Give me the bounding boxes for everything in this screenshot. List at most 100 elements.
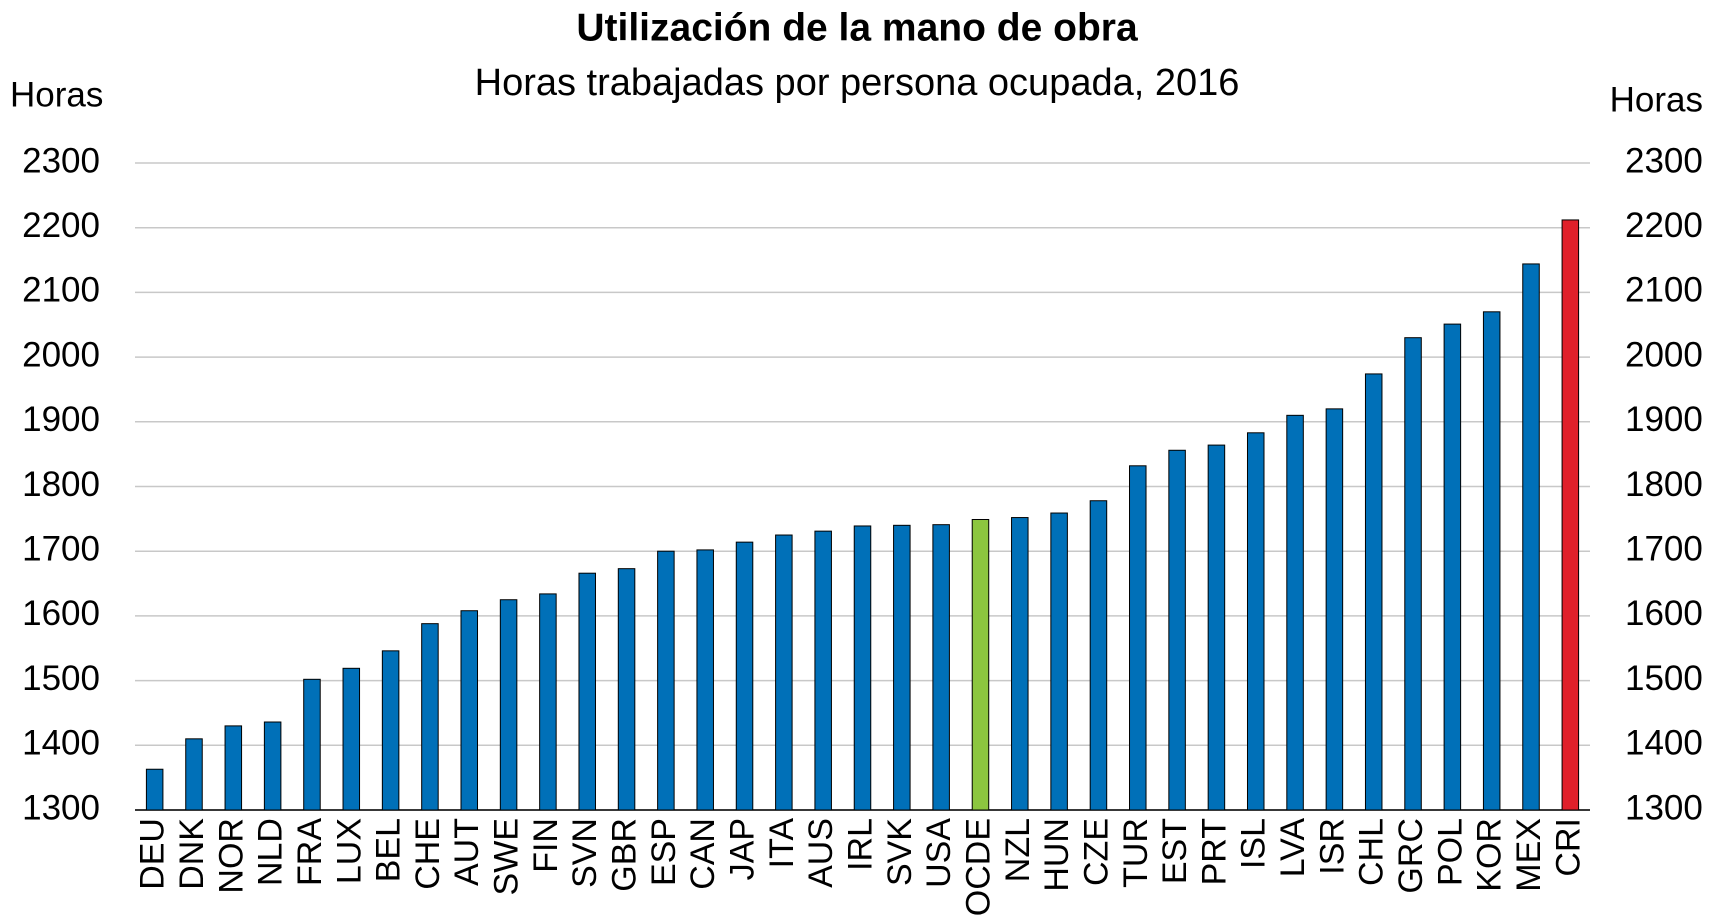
bar bbox=[1089, 500, 1108, 811]
chart-title: Utilización de la mano de obra bbox=[576, 6, 1138, 49]
x-tick-label: DEU bbox=[134, 818, 172, 890]
bar bbox=[775, 534, 793, 811]
y2-tick-label: 2000 bbox=[1625, 335, 1703, 374]
x-tick-label: CHL bbox=[1353, 818, 1391, 886]
y2-tick-label: 2200 bbox=[1625, 206, 1703, 245]
x-tick-label: AUT bbox=[448, 818, 486, 886]
x-tick-label: KOR bbox=[1471, 818, 1509, 892]
x-tick-label: USA bbox=[920, 818, 958, 888]
x-tick-label: CHE bbox=[409, 818, 447, 890]
bar bbox=[657, 550, 675, 811]
y2-tick-label: 1400 bbox=[1625, 724, 1703, 763]
bar bbox=[696, 549, 714, 811]
y2-tick-label: 1900 bbox=[1625, 400, 1703, 439]
bar bbox=[1286, 414, 1304, 811]
y-tick-label: 1700 bbox=[22, 529, 100, 568]
x-tick-label: CRI bbox=[1549, 818, 1587, 877]
x-tick-label: SVK bbox=[881, 818, 919, 886]
bar bbox=[617, 568, 636, 811]
y-tick-label: 1500 bbox=[22, 659, 100, 698]
y2-tick-label: 1700 bbox=[1625, 529, 1703, 568]
y2-tick-label: 1300 bbox=[1625, 788, 1703, 827]
x-tick-label: POL bbox=[1431, 818, 1469, 886]
bar bbox=[1246, 432, 1265, 811]
y-tick-label: 1300 bbox=[22, 788, 100, 827]
x-tick-label: NLD bbox=[252, 818, 290, 886]
y-tick-label: 2100 bbox=[22, 271, 100, 310]
y2-tick-label: 1800 bbox=[1625, 465, 1703, 504]
bar bbox=[185, 738, 203, 811]
y2-axis-label: Horas bbox=[1610, 80, 1703, 119]
x-tick-label: LUX bbox=[330, 818, 368, 884]
x-tick-label: SWE bbox=[488, 818, 526, 895]
x-tick-label: GBR bbox=[606, 818, 644, 892]
x-tick-label: EST bbox=[1156, 818, 1194, 884]
x-tick-label: HUN bbox=[1038, 818, 1076, 892]
x-tick-label: LVA bbox=[1274, 818, 1312, 878]
bar bbox=[578, 572, 596, 811]
bar bbox=[303, 678, 321, 811]
bar bbox=[224, 725, 243, 811]
x-tick-label: FIN bbox=[527, 818, 565, 873]
x-tick-label: IRL bbox=[841, 818, 879, 871]
x-tick-label: NZL bbox=[999, 818, 1037, 882]
y-tick-label: 1800 bbox=[22, 465, 100, 504]
x-tick-label: CAN bbox=[684, 818, 722, 890]
x-tick-label: AUS bbox=[802, 818, 840, 888]
y-tick-label: 1900 bbox=[22, 400, 100, 439]
x-tick-label: NOR bbox=[212, 818, 250, 894]
bar bbox=[381, 650, 400, 811]
bar bbox=[814, 530, 832, 811]
x-tick-label: OCDE bbox=[959, 818, 997, 916]
bar bbox=[1129, 465, 1147, 811]
x-tick-label: TUR bbox=[1117, 818, 1155, 888]
chart-subtitle: Horas trabajadas por persona ocupada, 20… bbox=[475, 62, 1240, 104]
y2-tick-label: 2300 bbox=[1625, 141, 1703, 180]
x-tick-label: FRA bbox=[291, 818, 329, 886]
y-tick-label: 2000 bbox=[22, 335, 100, 374]
x-tick-label: GRC bbox=[1392, 818, 1430, 894]
bar bbox=[971, 518, 990, 811]
x-tick-label: BEL bbox=[370, 818, 408, 882]
y-tick-label: 2200 bbox=[22, 206, 100, 245]
bar bbox=[853, 525, 872, 811]
y2-tick-label: 1500 bbox=[1625, 659, 1703, 698]
x-tick-label: CZE bbox=[1077, 818, 1115, 886]
y2-tick-label: 2100 bbox=[1625, 271, 1703, 310]
x-tick-label: ESP bbox=[645, 818, 683, 886]
x-tick-label: JAP bbox=[724, 818, 762, 880]
bar bbox=[539, 593, 557, 811]
bar bbox=[421, 623, 439, 811]
bar bbox=[1482, 311, 1501, 811]
x-tick-label: DNK bbox=[173, 818, 211, 890]
y-axis-label: Horas bbox=[10, 75, 103, 114]
bar bbox=[1168, 449, 1186, 811]
y-tick-label: 1600 bbox=[22, 594, 100, 633]
y2-tick-label: 1600 bbox=[1625, 594, 1703, 633]
x-tick-label: PRT bbox=[1195, 818, 1233, 885]
x-tick-label: SVN bbox=[566, 818, 604, 888]
y-tick-label: 1400 bbox=[22, 724, 100, 763]
y-tick-label: 2300 bbox=[22, 141, 100, 180]
bar bbox=[1561, 219, 1580, 811]
bar bbox=[932, 524, 950, 811]
bar bbox=[1404, 337, 1422, 811]
bar bbox=[735, 541, 754, 811]
bar bbox=[1050, 512, 1068, 811]
bar bbox=[499, 599, 518, 811]
bar bbox=[145, 768, 164, 811]
bar bbox=[342, 667, 361, 811]
x-tick-label: ISL bbox=[1235, 818, 1273, 869]
bar bbox=[1364, 373, 1383, 811]
bar bbox=[1207, 444, 1226, 811]
bar bbox=[460, 610, 479, 811]
bar bbox=[1325, 408, 1344, 811]
bar bbox=[263, 721, 282, 811]
bar bbox=[1011, 517, 1029, 811]
bar bbox=[1443, 323, 1462, 811]
x-tick-label: ISR bbox=[1313, 818, 1351, 875]
bar bbox=[893, 524, 911, 811]
bar bbox=[1522, 263, 1540, 811]
x-tick-label: ITA bbox=[763, 818, 801, 869]
